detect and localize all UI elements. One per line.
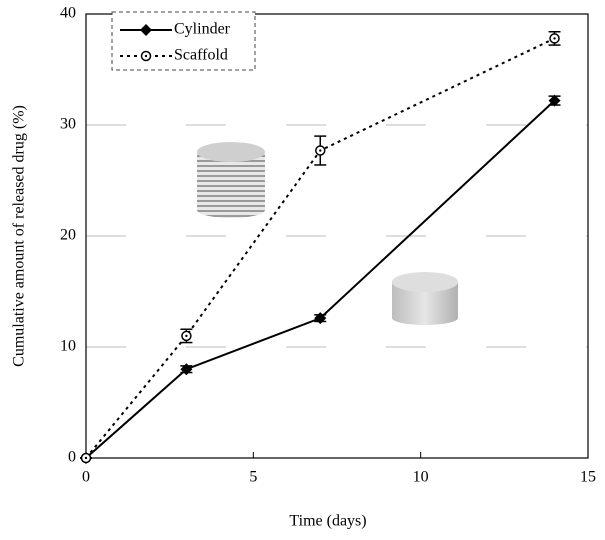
marker [140,50,152,62]
x-tick-label: 0 [82,469,90,486]
marker [181,330,192,342]
marker [140,24,152,36]
x-tick-label: 10 [413,469,429,486]
marker-dot [84,456,88,460]
cylinder-illustration [392,272,458,325]
plot-frame [85,13,589,459]
scaffold-illustration [197,142,265,218]
marker [315,145,326,156]
x-tick-label: 15 [580,469,596,486]
marker-dot [144,54,148,58]
y-tick-label: 30 [60,116,76,133]
x-axis-label: Time (days) [289,513,366,530]
marker [548,94,561,107]
marker [80,452,92,464]
legend-label: Scaffold [174,47,228,64]
x-tick-label: 5 [249,469,257,486]
marker [180,363,193,376]
y-tick-label: 20 [60,227,76,244]
y-tick-label: 0 [68,449,76,466]
series-line [85,37,555,459]
y-tick-label: 10 [60,338,76,355]
y-tick-label: 40 [60,5,76,22]
legend-box [111,11,256,71]
marker-dot [185,334,188,338]
marker [549,33,560,44]
marker-dot [553,37,556,40]
series-line [85,99,556,459]
legend-label: Cylinder [174,21,231,38]
marker [314,312,327,325]
y-axis-label: Cumulative amount of released drug (%) [11,105,28,367]
marker-dot [319,149,322,152]
